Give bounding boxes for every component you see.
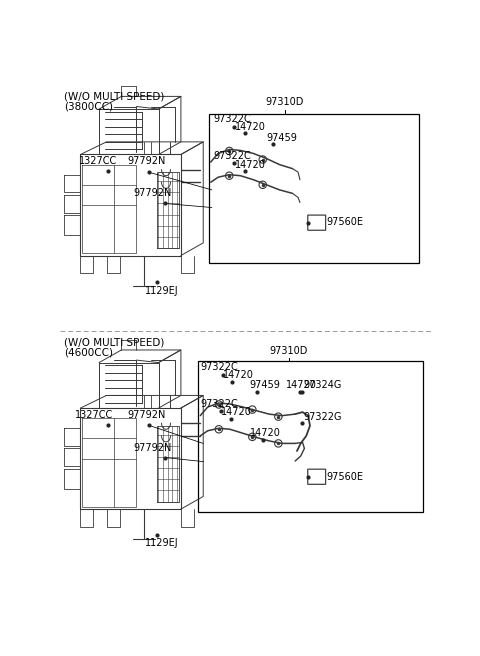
Text: 97792N: 97792N (133, 188, 172, 198)
Text: 97324G: 97324G (304, 380, 342, 390)
Text: 14720: 14720 (286, 380, 317, 390)
Text: 97459: 97459 (250, 380, 281, 390)
Text: 97322C: 97322C (201, 361, 239, 372)
Text: 1129EJ: 1129EJ (145, 286, 179, 296)
Text: (W/O MULTI SPEED): (W/O MULTI SPEED) (64, 91, 165, 101)
Text: 97560E: 97560E (326, 472, 363, 482)
Text: 1129EJ: 1129EJ (145, 539, 179, 548)
Text: 97792N: 97792N (127, 155, 165, 165)
Text: 97560E: 97560E (326, 216, 363, 227)
Text: (3800CC): (3800CC) (64, 102, 113, 112)
Text: 1327CC: 1327CC (79, 155, 117, 165)
Text: 97310D: 97310D (270, 346, 308, 356)
Text: (W/O MULTI SPEED): (W/O MULTI SPEED) (64, 337, 165, 347)
Text: 97322C: 97322C (201, 398, 239, 409)
Text: 1327CC: 1327CC (75, 409, 113, 420)
Text: 97322G: 97322G (304, 412, 342, 422)
Text: 97322C: 97322C (213, 151, 251, 161)
Bar (198, 361, 423, 512)
Text: 14720: 14720 (221, 407, 252, 417)
Text: 97459: 97459 (266, 133, 297, 143)
Text: 14720: 14720 (250, 428, 281, 438)
Text: (4600CC): (4600CC) (64, 348, 113, 358)
Text: 97792N: 97792N (133, 443, 172, 453)
Text: 14720: 14720 (235, 122, 266, 133)
Text: 97792N: 97792N (127, 409, 165, 420)
Text: 97310D: 97310D (266, 97, 304, 107)
Text: 14720: 14720 (223, 370, 253, 380)
Text: 97322C: 97322C (213, 114, 251, 124)
Bar (209, 114, 419, 263)
Text: 14720: 14720 (235, 159, 266, 170)
